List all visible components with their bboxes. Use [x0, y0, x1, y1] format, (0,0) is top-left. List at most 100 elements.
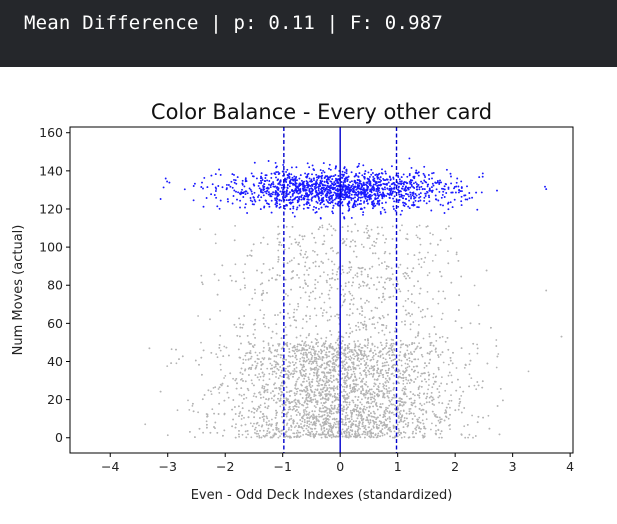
gray-point — [323, 349, 325, 352]
gray-point — [323, 234, 325, 237]
gray-point — [312, 362, 315, 364]
gray-point — [198, 427, 201, 430]
gray-point — [307, 334, 310, 337]
gray-point — [381, 315, 384, 317]
gray-point — [284, 343, 287, 345]
gray-point — [325, 279, 328, 282]
gray-point — [404, 385, 406, 388]
gray-point — [342, 238, 344, 240]
gray-point — [253, 422, 255, 425]
gray-point — [432, 376, 435, 379]
gray-point — [364, 268, 366, 271]
gray-point — [256, 269, 258, 272]
gray-point — [413, 399, 416, 402]
gray-point — [496, 355, 499, 358]
gray-point — [370, 434, 373, 437]
gray-point — [266, 430, 269, 432]
gray-point — [336, 313, 338, 316]
gray-point — [385, 345, 388, 347]
gray-point — [288, 351, 291, 353]
gray-point — [416, 394, 419, 396]
gray-point — [337, 380, 340, 383]
gray-point — [310, 401, 313, 404]
gray-point — [377, 355, 380, 358]
gray-point — [250, 255, 253, 257]
gray-point — [251, 364, 254, 367]
gray-point — [318, 379, 321, 382]
gray-point — [399, 229, 401, 232]
gray-point — [361, 310, 364, 312]
gray-point — [329, 415, 331, 418]
gray-point — [431, 386, 434, 389]
gray-point — [380, 276, 383, 279]
gray-point — [394, 288, 397, 290]
gray-point — [281, 391, 284, 394]
gray-point — [366, 392, 369, 395]
gray-point — [345, 362, 348, 364]
gray-point — [371, 401, 374, 403]
gray-point — [278, 241, 281, 244]
gray-point — [346, 344, 349, 347]
gray-point — [376, 405, 378, 408]
gray-point — [291, 226, 294, 228]
gray-point — [378, 264, 381, 266]
gray-point — [381, 362, 384, 365]
gray-point — [292, 375, 294, 378]
gray-point — [377, 257, 380, 260]
gray-point — [320, 392, 322, 395]
gray-point — [390, 403, 393, 405]
gray-point — [425, 411, 428, 414]
gray-point — [391, 273, 394, 276]
gray-point — [248, 374, 250, 376]
gray-point — [275, 332, 278, 335]
gray-point — [345, 355, 347, 358]
gray-point — [304, 261, 307, 264]
gray-point — [218, 386, 221, 389]
gray-point — [312, 433, 315, 436]
gray-point — [364, 393, 367, 396]
gray-point — [323, 301, 326, 304]
gray-point — [403, 419, 406, 422]
gray-point — [348, 271, 351, 273]
gray-point — [312, 414, 315, 416]
gray-point — [299, 419, 302, 421]
gray-point — [218, 392, 221, 394]
gray-point — [282, 404, 285, 406]
gray-point — [238, 430, 240, 432]
gray-point — [437, 366, 440, 369]
gray-point — [343, 390, 345, 392]
gray-point — [411, 418, 414, 420]
gray-point — [372, 369, 375, 372]
gray-point — [410, 412, 412, 414]
gray-point — [386, 432, 388, 434]
gray-point — [286, 262, 289, 264]
gray-point — [458, 405, 460, 407]
gray-point — [428, 373, 431, 376]
gray-point — [357, 229, 359, 232]
gray-point — [320, 384, 323, 386]
gray-point — [293, 432, 296, 435]
gray-point — [372, 436, 375, 439]
gray-point — [283, 248, 286, 251]
gray-point — [402, 410, 405, 412]
gray-point — [376, 361, 378, 364]
gray-point — [344, 348, 347, 351]
gray-point — [332, 353, 335, 355]
gray-point — [346, 401, 349, 404]
gray-point — [372, 358, 375, 361]
gray-point — [366, 358, 369, 361]
gray-point — [428, 335, 431, 338]
gray-point — [402, 377, 405, 379]
gray-point — [389, 277, 391, 280]
gray-point — [275, 401, 278, 404]
gray-point — [144, 423, 147, 426]
gray-point — [325, 420, 327, 422]
gray-point — [404, 354, 407, 356]
gray-point — [335, 418, 338, 420]
gray-point — [430, 395, 432, 398]
gray-point — [356, 410, 358, 412]
gray-point — [366, 225, 369, 227]
gray-point — [242, 271, 245, 274]
gray-point — [361, 425, 364, 428]
gray-point — [365, 356, 368, 358]
